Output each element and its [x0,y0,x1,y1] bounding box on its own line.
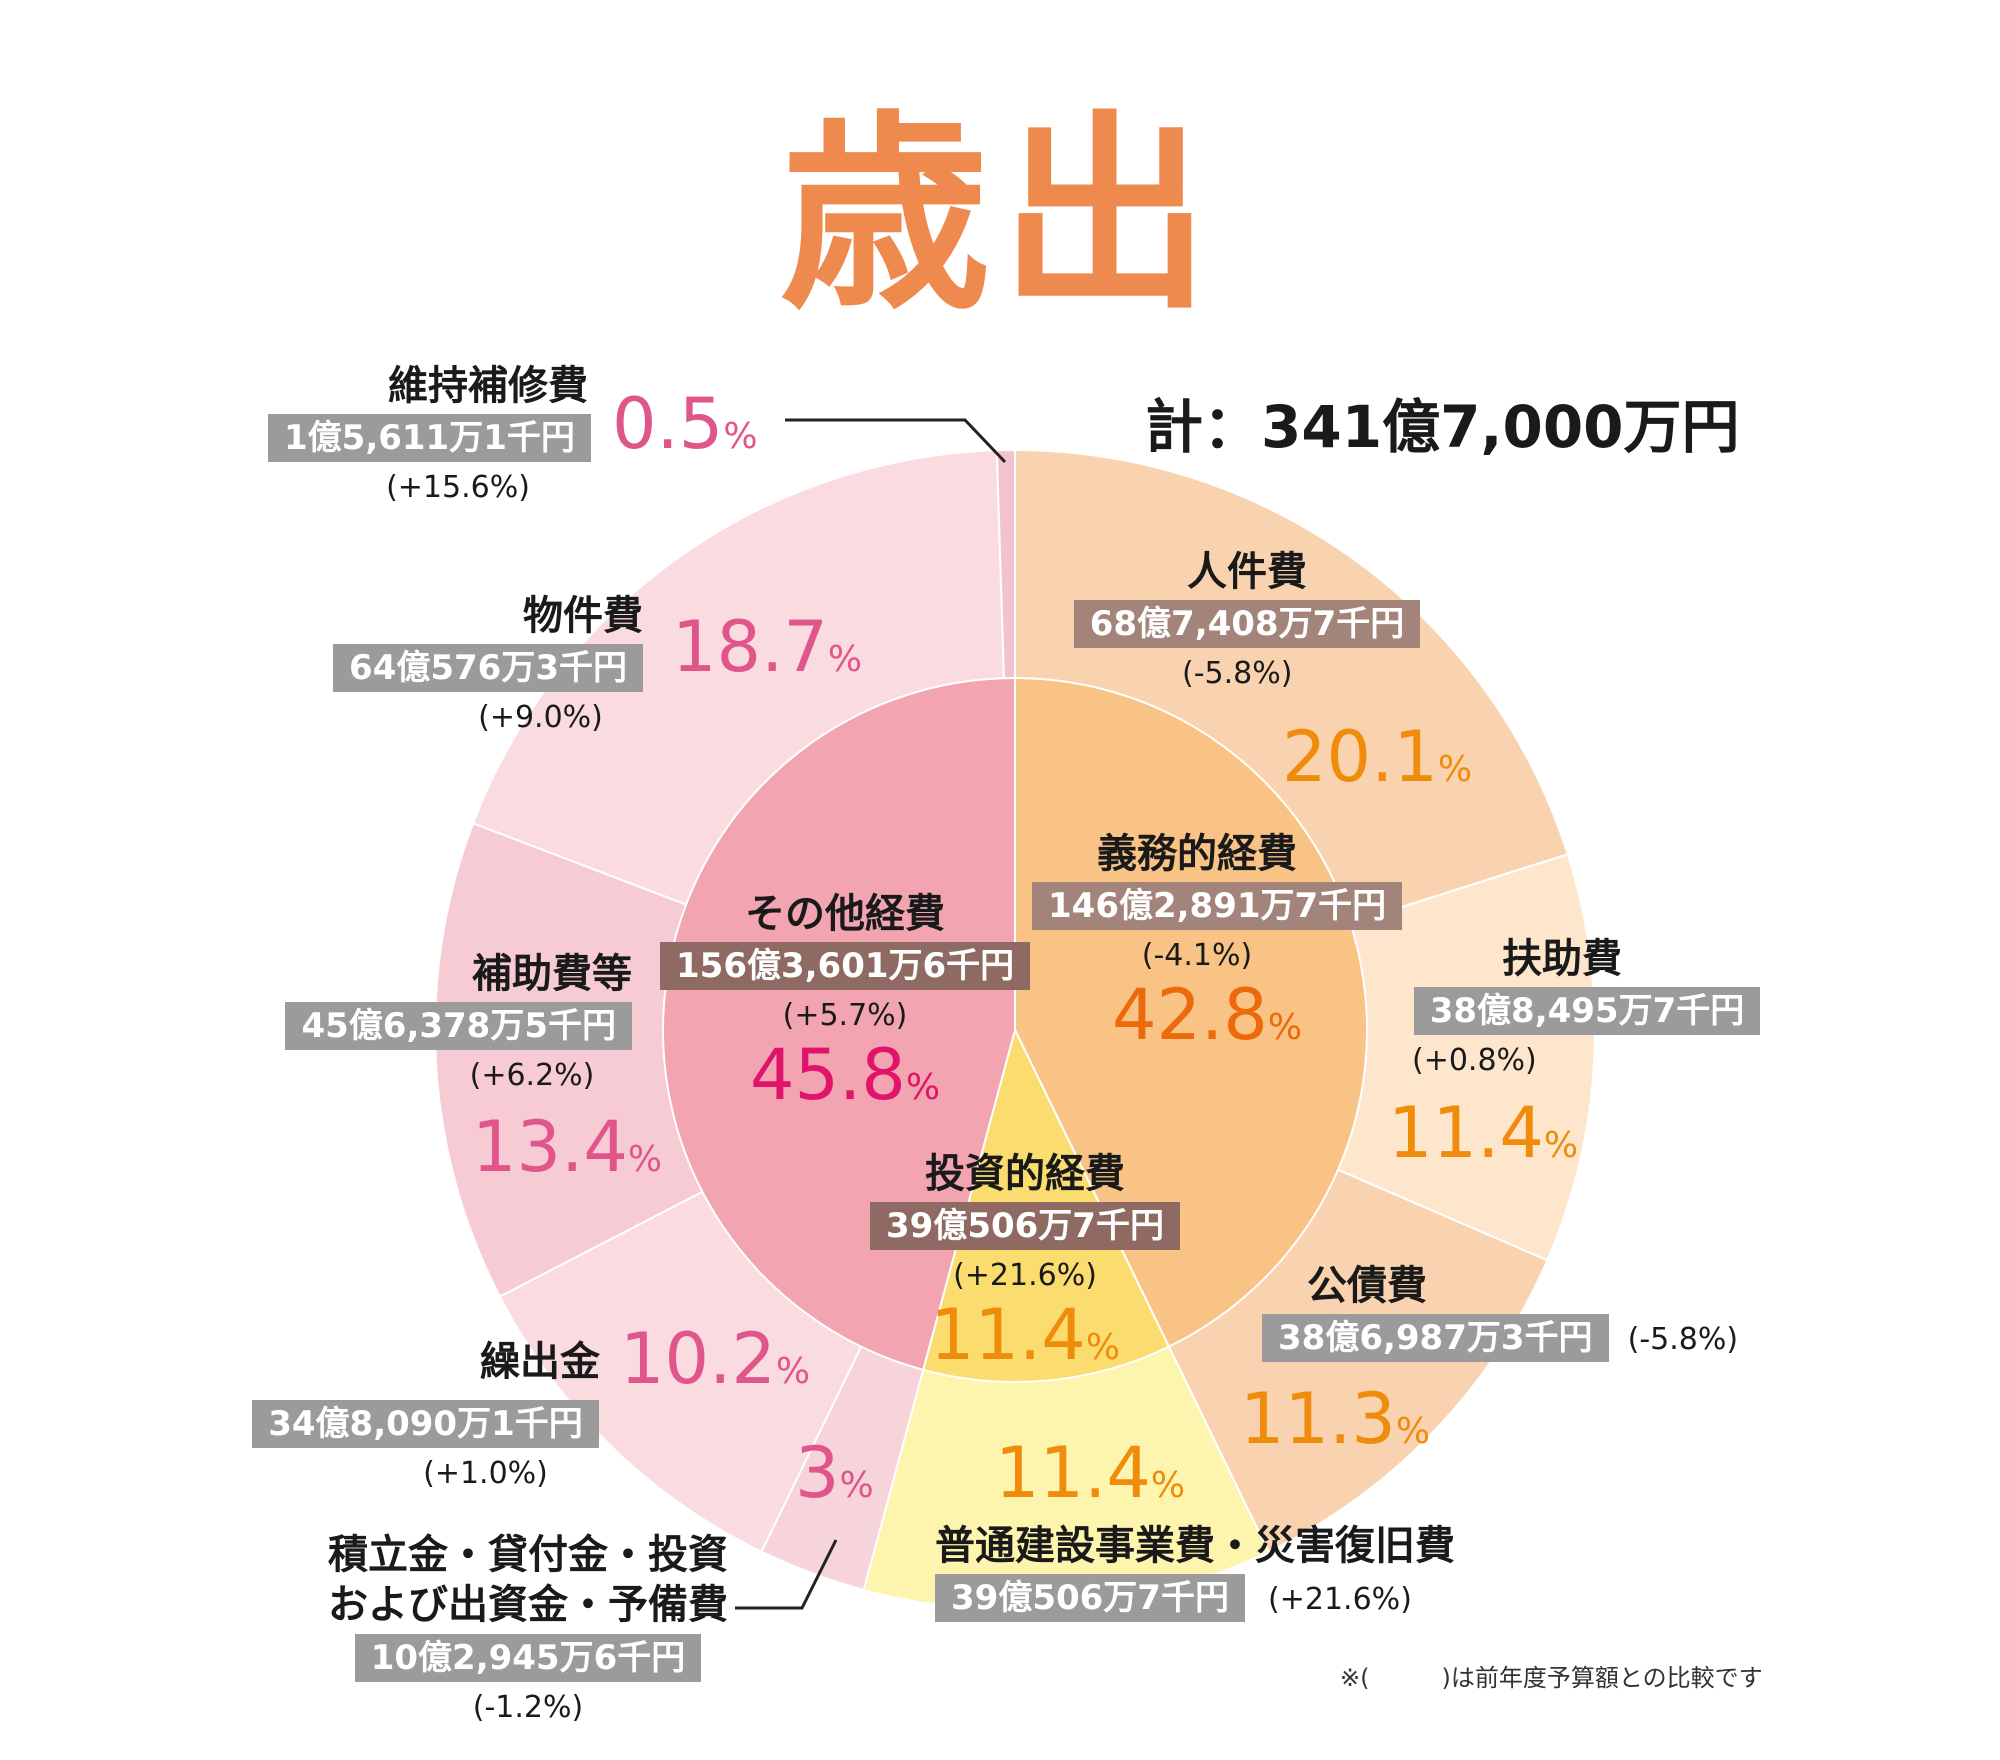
percent-transfers: 10.2% [620,1318,811,1400]
percent-maintenance: 0.5% [612,383,758,465]
category-amount: 64億576万3千円 [333,644,643,692]
chart-title: 歳出 [780,91,1221,338]
label-welfare: 扶助費 38億8,495万7千円 (+0.8%) [1412,935,1762,1081]
category-amount: 34億8,090万1千円 [252,1400,599,1448]
percent-debt: 11.3% [1240,1378,1431,1460]
category-change: (-4.1%) [1141,938,1253,973]
category-percent: 45.8% [749,1034,941,1116]
leader-line-reserves [735,1539,838,1610]
category-change: (+0.8%) [1412,1043,1537,1078]
category-change: (+5.7%) [782,998,908,1033]
category-name: 投資的経費 [925,1151,1125,1197]
label-subsidies: 補助費等 45億6,378万5千円 (+6.2%) [282,950,632,1096]
percent-supplies: 18.7% [672,606,863,688]
category-percent: 11.4% [929,1294,1121,1376]
category-amount: 1億5,611万1千円 [268,414,591,462]
percent-welfare: 11.4% [1388,1092,1579,1174]
category-change: (+15.6%) [386,470,530,505]
category-name: 公債費 [1307,1263,1427,1309]
category-amount: 156億3,601万6千円 [660,942,1031,990]
category-amount: 146億2,891万7千円 [1032,882,1403,930]
category-name: 維持補修費 [388,363,588,409]
inner-slice-0 [1014,676,1368,1348]
category-amount: 68億7,408万7千円 [1073,600,1421,648]
percent-personnel: 20.1% [1282,716,1473,798]
category-amount: 39億506万7千円 [935,1574,1245,1622]
category-change: (+9.0%) [478,700,603,735]
label-personnel: 人件費 68億7,408万7千円 (-5.8%) [1072,548,1422,694]
category-name: 補助費等 [472,951,632,997]
label-transfers-name: 繰出金 [380,1338,600,1386]
label-debt: 公債費 38億6,987万3千円 (-5.8%) [1262,1262,1738,1362]
percent-reserves: 3% [795,1432,874,1514]
label-construction: 普通建設事業費・災害復旧費 39億506万7千円 (+21.6%) [935,1522,1455,1622]
label-maintenance: 維持補修費 1億5,611万1千円 (+15.6%) [268,362,591,508]
category-change: (+1.0%) [423,1456,548,1491]
category-change: (-1.2%) [472,1690,584,1725]
footnote: ※( )は前年度予算額との比較です [1340,1664,1763,1692]
category-change: (-5.8%) [1182,656,1293,691]
category-percent: 42.8% [1111,974,1303,1056]
category-change: (+6.2%) [469,1058,595,1093]
label-other: その他経費 156億3,601万6千円 (+5.7%) 45.8% [660,890,1031,1127]
category-name: 義務的経費 [1097,831,1297,877]
category-amount: 38億6,987万3千円 [1262,1314,1609,1362]
total-amount: 計：341億7,000万円 [1145,393,1740,461]
category-amount: 10億2,945万6千円 [354,1634,702,1682]
leader-line-maintenance [785,418,1007,464]
category-amount: 39億506万7千円 [870,1202,1180,1250]
label-reserves: 積立金・貸付金・投資および出資金・予備費 10億2,945万6千円 (-1.2%… [318,1530,738,1728]
category-name: 繰出金 [480,1339,600,1385]
category-name: 物件費 [523,593,643,639]
category-name: 扶助費 [1502,936,1622,982]
percent-subsidies: 13.4% [472,1106,663,1188]
category-name: 積立金・貸付金・投資および出資金・予備費 [328,1532,728,1628]
label-mandatory: 義務的経費 146億2,891万7千円 (-4.1%) 42.8% [1032,830,1403,1067]
category-name: その他経費 [745,891,945,937]
category-name: 人件費 [1187,549,1307,595]
label-supplies: 物件費 64億576万3千円 (+9.0%) [318,592,643,738]
percent-construction: 11.4% [995,1432,1186,1514]
category-amount: 45億6,378万5千円 [285,1002,632,1050]
category-amount: 38億8,495万7千円 [1413,987,1761,1035]
leader-lines [735,418,1007,1610]
label-transfers: 34億8,090万1千円 (+1.0%) [248,1396,603,1494]
label-investment: 投資的経費 39億506万7千円 (+21.6%) 11.4% [860,1150,1190,1387]
category-change: (+21.6%) [953,1258,1097,1293]
category-change: (+21.6%) [1268,1582,1412,1617]
category-name: 普通建設事業費・災害復旧費 [935,1523,1455,1569]
category-change: (-5.8%) [1627,1322,1739,1357]
